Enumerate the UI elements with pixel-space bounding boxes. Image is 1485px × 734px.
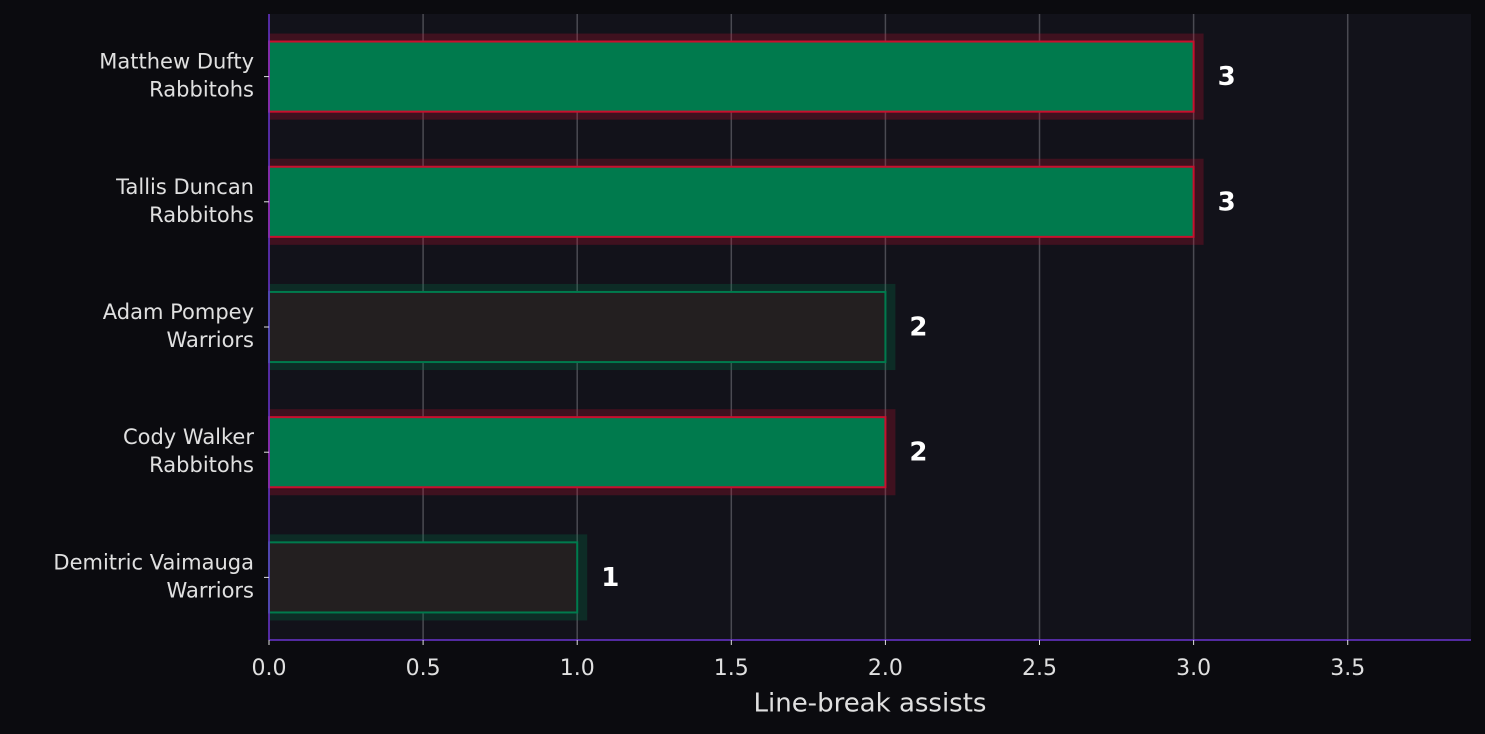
y-tick-label: Warriors — [167, 328, 254, 352]
value-label: 3 — [1218, 187, 1236, 217]
x-axis-label: Line-break assists — [754, 689, 987, 719]
x-tick-label: 3.5 — [1330, 656, 1365, 681]
bars — [268, 33, 1204, 621]
bar — [268, 40, 1195, 113]
y-tick-label: Matthew Dufty — [99, 50, 254, 74]
bar — [268, 416, 887, 489]
y-tick-label: Demitric Vaimauga — [53, 550, 254, 574]
value-label: 1 — [601, 563, 619, 593]
x-tick-label: 0.5 — [406, 656, 441, 681]
y-tick-label: Tallis Duncan — [115, 175, 254, 199]
x-tick-label: 2.5 — [1022, 656, 1057, 681]
x-tick-label: 1.0 — [560, 656, 595, 681]
bar — [268, 541, 579, 614]
x-tick-label: 2.0 — [868, 656, 903, 681]
value-label: 2 — [909, 313, 927, 343]
y-tick-label: Rabbitohs — [149, 453, 254, 477]
y-tick-label: Cody Walker — [123, 425, 254, 449]
y-tick-label: Warriors — [167, 578, 254, 602]
y-tick-label: Rabbitohs — [149, 203, 254, 227]
bar — [268, 165, 1195, 238]
bar — [268, 290, 887, 364]
x-tick-label: 1.5 — [714, 656, 749, 681]
y-tick-label: Adam Pompey — [103, 300, 254, 324]
value-label: 3 — [1218, 62, 1236, 92]
x-tick-label: 0.0 — [252, 656, 287, 681]
x-tick-label: 3.0 — [1176, 656, 1211, 681]
y-tick-label: Rabbitohs — [149, 78, 254, 102]
value-label: 2 — [909, 438, 927, 468]
